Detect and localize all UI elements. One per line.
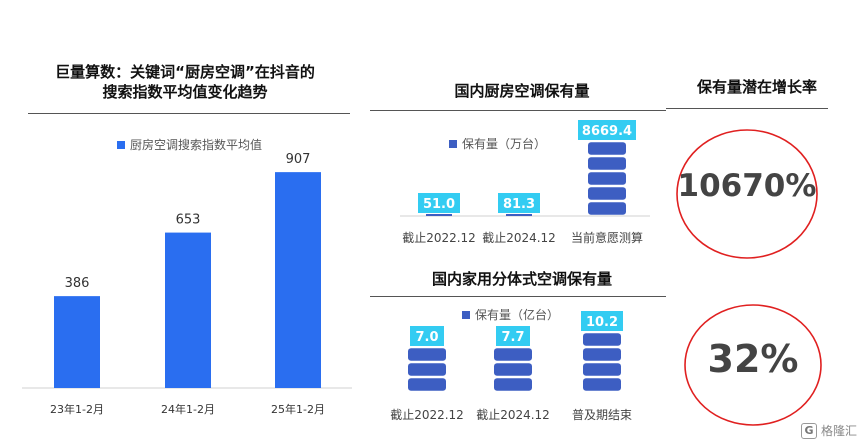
bar-value-label: 386 <box>65 276 90 291</box>
bar-segment <box>583 333 621 346</box>
x-tick-label: 24年1-2月 <box>161 402 215 416</box>
bar-segment <box>588 202 626 215</box>
bar-value-label: 7.7 <box>501 330 524 345</box>
mid-bottom-title: 国内家用分体式空调保有量 <box>431 270 612 288</box>
mid-top-rule <box>370 110 666 111</box>
value-label-box <box>410 326 444 346</box>
bar-segment <box>408 378 446 391</box>
bar-segment <box>583 348 621 361</box>
mid-top-title: 国内厨房空调保有量 <box>454 82 590 100</box>
left-legend-label: 厨房空调搜索指数平均值 <box>130 138 263 152</box>
left-bar-chart: 386 23年1-2月 653 24年1-2月 907 25年1-2月 <box>22 152 352 416</box>
bar-segment <box>588 142 626 155</box>
left-title-rule <box>28 113 350 114</box>
bar <box>54 296 100 388</box>
bar-segment <box>408 348 446 361</box>
bar-value-label: 7.0 <box>415 330 438 345</box>
growth-rate-bottom: 32% <box>707 337 799 381</box>
left-chart-title-line1: 巨量算数：关键词“厨房空调”在抖音的 <box>55 63 315 81</box>
bar-segment <box>583 363 621 376</box>
bar-value-label: 51.0 <box>423 197 455 212</box>
bar-segment <box>426 214 452 216</box>
bar-segment <box>583 378 621 391</box>
left-chart-title-line2: 搜索指数平均值变化趋势 <box>102 83 268 101</box>
legend-swatch <box>449 139 457 148</box>
bar-value-label: 81.3 <box>503 197 535 212</box>
left-chart-title: 巨量算数：关键词“厨房空调”在抖音的 搜索指数平均值变化趋势 <box>20 62 350 102</box>
watermark-text: 格隆汇 <box>820 424 857 438</box>
mid-bottom-legend-label: 保有量（亿台） <box>475 308 560 322</box>
mid-top-bar-chart: 51.0 截止2022.12 81.3 截止2024.12 8669.4 当前意愿测算 <box>400 120 650 245</box>
growth-circle-top <box>676 129 818 259</box>
bar-value-label: 10.2 <box>586 315 618 330</box>
mid-bottom-legend: 保有量（亿台） <box>462 306 559 323</box>
watermark-logo-icon: G <box>800 422 817 439</box>
bar <box>275 172 321 388</box>
value-label-box <box>496 326 530 346</box>
x-tick-label: 截止2024.12 <box>476 408 550 422</box>
mid-bottom-bar-chart: 7.0 截止2022.12 7.7 截止2024.12 10.2 普及期结束 <box>390 311 632 422</box>
watermark: G 格隆汇 <box>800 422 857 439</box>
bar-segment <box>494 363 532 376</box>
bar-segment <box>588 187 626 200</box>
x-tick-label: 截止2024.12 <box>482 231 556 245</box>
right-title: 保有量潜在增长率 <box>696 78 817 96</box>
value-label-box <box>418 193 460 213</box>
x-tick-label: 截止2022.12 <box>402 231 476 245</box>
x-tick-label: 截止2022.12 <box>390 408 464 422</box>
mid-top-legend: 保有量（万台） <box>449 135 546 152</box>
growth-circle-bottom <box>684 304 822 426</box>
x-tick-label: 23年1-2月 <box>50 402 104 416</box>
growth-rate-top: 10670% <box>677 168 817 204</box>
value-label-box <box>578 120 636 140</box>
bar-segment <box>588 172 626 185</box>
legend-swatch <box>117 140 125 149</box>
bar-value-label: 653 <box>176 213 201 228</box>
bar-segment <box>588 157 626 170</box>
value-label-box <box>498 193 540 213</box>
x-tick-label: 普及期结束 <box>572 408 632 422</box>
left-legend: 厨房空调搜索指数平均值 <box>117 136 262 153</box>
bar-segment <box>494 348 532 361</box>
x-tick-label: 25年1-2月 <box>271 402 325 416</box>
right-rule <box>666 108 828 109</box>
mid-bottom-rule <box>370 296 666 297</box>
bar-segment <box>494 378 532 391</box>
bar-segment <box>408 363 446 376</box>
x-tick-label: 当前意愿测算 <box>571 230 643 245</box>
mid-top-legend-label: 保有量（万台） <box>462 137 547 151</box>
bar-value-label: 907 <box>286 152 311 167</box>
bar <box>165 232 211 388</box>
legend-swatch <box>462 310 470 319</box>
bar-segment <box>506 214 532 216</box>
value-label-box <box>581 311 623 331</box>
bar-value-label: 8669.4 <box>582 124 632 139</box>
